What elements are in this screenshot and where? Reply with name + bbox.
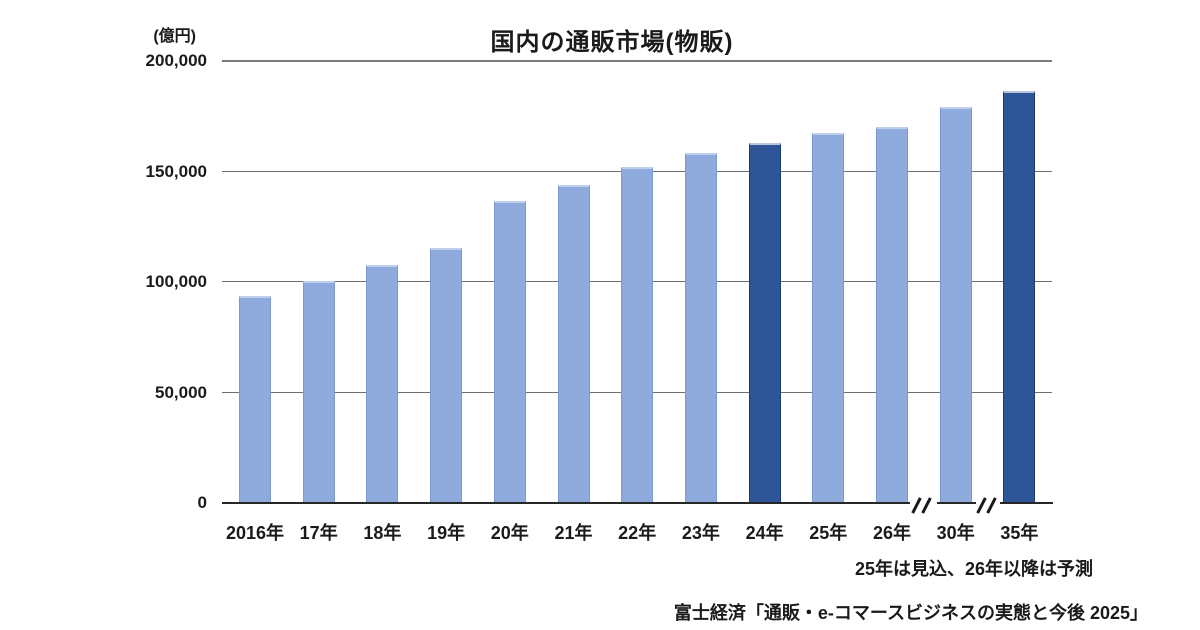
bar-19年 <box>430 247 463 503</box>
x-axis-baseline-segment <box>1000 502 1053 504</box>
footnote: 25年は見込、26年以降は予測 <box>854 559 1093 579</box>
bar-21年 <box>557 184 590 503</box>
x-axis-tick-label: 21年 <box>554 523 593 543</box>
bar-23年 <box>684 152 717 503</box>
axis-break-mark <box>920 497 932 514</box>
x-axis-tick-label: 30年 <box>936 523 975 543</box>
bar-22年 <box>621 167 654 503</box>
bar-35年 <box>1003 90 1036 503</box>
bar-17年 <box>302 280 335 503</box>
x-axis-tick-label: 25年 <box>809 523 848 543</box>
chart-title: 国内の通販市場(物販) <box>490 29 734 56</box>
axis-break-mark <box>976 497 987 514</box>
source-credit: 富士経済「通販・e-コマースビジネスの実態と今後 2025」 <box>673 603 1148 623</box>
y-axis-tick-label: 100,000 <box>145 272 207 291</box>
axis-break-mark <box>911 497 922 514</box>
y-axis-unit-label: (億円) <box>153 28 196 45</box>
x-axis-tick-label: 22年 <box>618 523 657 543</box>
bar-20年 <box>493 201 526 503</box>
x-axis-tick-label: 19年 <box>427 523 466 543</box>
bar-25年 <box>812 132 845 503</box>
bar-2016年 <box>239 296 271 503</box>
gridline-200000 <box>222 60 1052 62</box>
x-axis-tick-label: 20年 <box>490 523 529 543</box>
axis-break-mark <box>985 497 997 514</box>
bar-30年 <box>939 107 972 503</box>
x-axis-tick-label: 35年 <box>1000 523 1039 543</box>
y-axis-tick-label: 50,000 <box>155 382 207 402</box>
y-axis-tick-label: 200,000 <box>145 51 207 70</box>
y-axis-tick-label: 0 <box>197 493 207 512</box>
bar-26年 <box>876 127 908 503</box>
x-axis-tick-label: 24年 <box>745 523 784 543</box>
x-axis-baseline-segment <box>222 502 910 504</box>
x-axis-tick-label: 23年 <box>681 523 720 543</box>
x-axis-tick-label: 18年 <box>363 523 402 543</box>
y-axis-tick-label: 150,000 <box>145 161 207 181</box>
x-axis-tick-label: 26年 <box>872 523 912 543</box>
bar-18年 <box>366 265 399 503</box>
x-axis-tick-label: 17年 <box>299 523 338 543</box>
x-axis-baseline-segment <box>937 502 976 504</box>
x-axis-tick-label: 2016年 <box>225 523 285 543</box>
bar-24年 <box>748 142 781 503</box>
